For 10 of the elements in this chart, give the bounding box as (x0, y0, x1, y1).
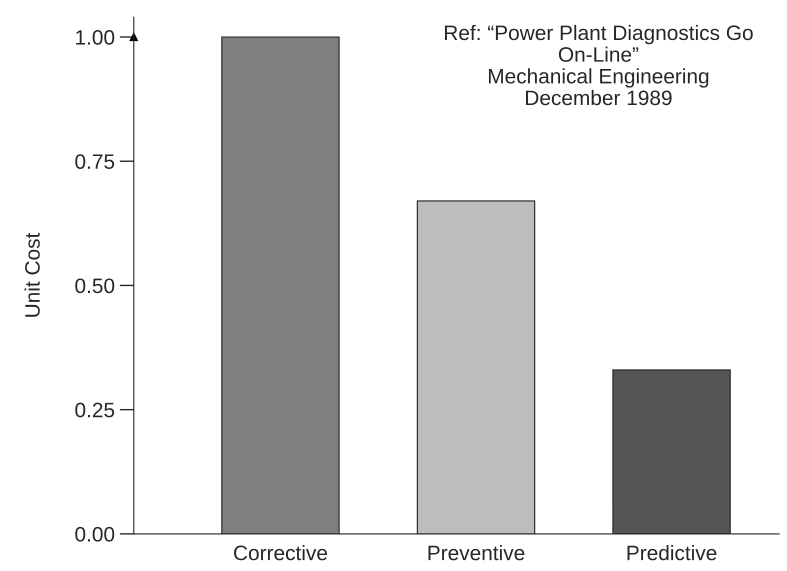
y-tick-label: 0.75 (75, 154, 114, 169)
x-tick-label: Corrective (234, 544, 327, 560)
y-tick-label: 1.00 (76, 30, 114, 45)
y-tick-label: 0.25 (75, 402, 114, 418)
annotation: Ref: “Power Plant Diagnostics Go On-Line” Mechanical Engineering December 1989 (444, 24, 753, 106)
y-axis-title: Unit Cost (24, 232, 40, 317)
y-tick-label: 0.50 (75, 278, 114, 294)
y-tick-label: 0.00 (75, 526, 114, 542)
x-tick-label: Preventive (428, 544, 524, 560)
x-tick-label: Predictive (628, 544, 716, 560)
